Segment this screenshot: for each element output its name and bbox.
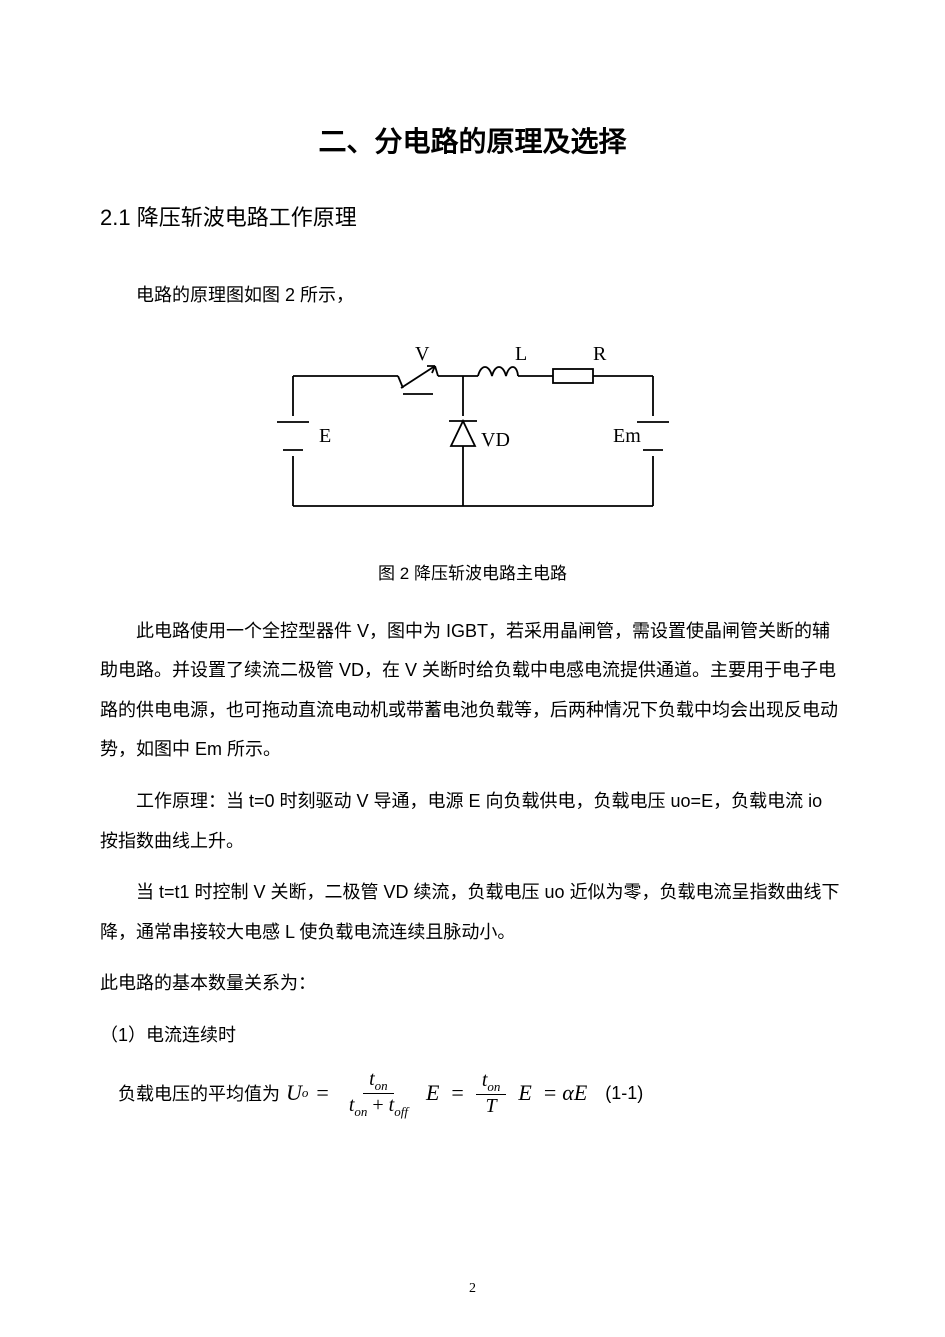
- intro-paragraph: 电路的原理图如图 2 所示，: [100, 276, 845, 316]
- label-v: V: [415, 343, 430, 365]
- equation-row: 负载电压的平均值为 Uo = ton ton + toff E = ton T …: [100, 1068, 845, 1120]
- paragraph-2: 工作原理：当 t=0 时刻驱动 V 导通，电源 E 向负载供电，负载电压 uo=…: [100, 782, 845, 861]
- label-em: Em: [613, 425, 641, 447]
- equation-math: Uo = ton ton + toff E = ton T E = αE: [286, 1068, 587, 1120]
- equation-number: (1-1): [605, 1083, 643, 1104]
- subsection-title: 2.1 降压斩波电路工作原理: [100, 200, 845, 232]
- equation-lead: 负载电压的平均值为: [118, 1080, 280, 1106]
- paragraph-5: （1）电流连续时: [100, 1016, 845, 1056]
- page-number: 2: [0, 1281, 945, 1297]
- figure-caption: 图 2 降压斩波电路主电路: [100, 559, 845, 584]
- section-title: 二、分电路的原理及选择: [100, 120, 845, 160]
- label-e: E: [319, 425, 331, 447]
- paragraph-1: 此电路使用一个全控型器件 V，图中为 IGBT，若采用晶闸管，需设置使晶闸管关断…: [100, 612, 845, 770]
- paragraph-4: 此电路的基本数量关系为：: [100, 964, 845, 1004]
- circuit-svg: V L R E VD Em: [253, 336, 693, 536]
- paragraph-3: 当 t=t1 时控制 V 关断，二极管 VD 续流，负载电压 uo 近似为零，负…: [100, 873, 845, 952]
- circuit-figure: V L R E VD Em: [100, 336, 845, 541]
- label-vd: VD: [481, 429, 510, 451]
- label-r: R: [593, 343, 607, 365]
- label-l: L: [515, 343, 527, 365]
